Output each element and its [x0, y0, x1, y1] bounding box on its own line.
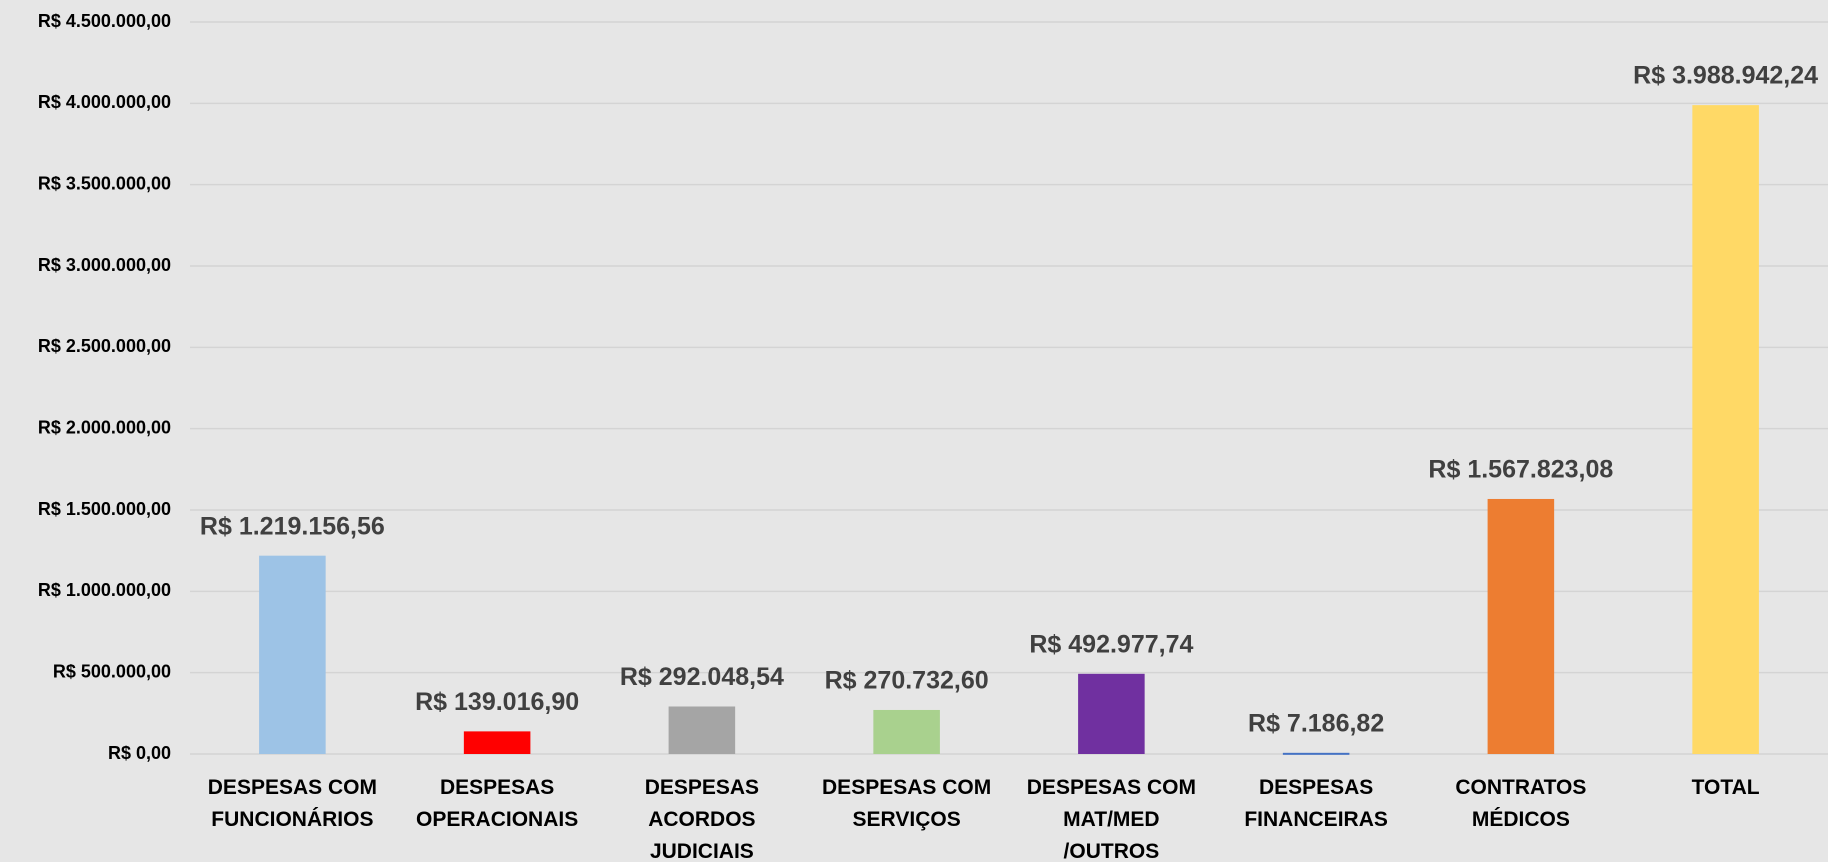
- y-tick-label: R$ 0,00: [108, 743, 171, 763]
- bar: [1487, 498, 1555, 754]
- x-tick-label: CONTRATOS MÉDICOS: [1455, 776, 1587, 831]
- value-label: R$ 1.219.156,56: [200, 512, 385, 540]
- value-label: R$ 1.567.823,08: [1428, 456, 1613, 484]
- x-tick-label: DESPESAS ACORDOS JUDICIAIS: [644, 776, 760, 862]
- value-label: R$ 139.016,90: [415, 688, 579, 716]
- bar: [1282, 752, 1350, 755]
- y-tick-label: R$ 2.500.000,00: [38, 336, 171, 356]
- y-tick-label: R$ 3.500.000,00: [38, 173, 171, 193]
- y-tick-label: R$ 2.000.000,00: [38, 417, 171, 437]
- bar: [873, 709, 940, 754]
- y-tick-label: R$ 1.000.000,00: [38, 580, 171, 600]
- y-tick-label: R$ 4.500.000,00: [38, 11, 171, 31]
- y-tick-label: R$ 4.000.000,00: [38, 92, 171, 112]
- value-label: R$ 492.977,74: [1029, 630, 1193, 658]
- bar: [668, 706, 736, 754]
- bar: [1692, 105, 1759, 754]
- bar: [1078, 673, 1145, 754]
- value-label: R$ 3.988.942,24: [1633, 62, 1818, 90]
- y-tick-label: R$ 1.500.000,00: [38, 499, 171, 519]
- bar: [259, 555, 326, 754]
- y-tick-label: R$ 3.000.000,00: [38, 255, 171, 275]
- y-tick-label: R$ 500.000,00: [53, 661, 171, 681]
- x-tick-label: DESPESAS OPERACIONAIS: [416, 776, 579, 831]
- bar: [463, 731, 531, 754]
- x-tick-label: DESPESAS FINANCEIRAS: [1244, 776, 1388, 831]
- x-tick-label: DESPESAS COM SERVIÇOS: [822, 776, 992, 831]
- value-label: R$ 7.186,82: [1248, 709, 1384, 737]
- x-tick-label: DESPESAS COM MAT/MED /OUTROS: [1026, 776, 1196, 862]
- value-label: R$ 270.732,60: [825, 667, 989, 695]
- value-label: R$ 292.048,54: [620, 663, 784, 691]
- x-tick-label: DESPESAS COM FUNCIONÁRIOS: [207, 776, 377, 831]
- x-tick-label: TOTAL: [1691, 776, 1760, 799]
